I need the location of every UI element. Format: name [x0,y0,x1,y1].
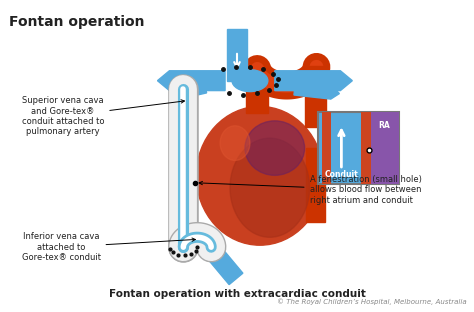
Ellipse shape [245,121,305,175]
FancyBboxPatch shape [318,112,399,184]
FancyArrow shape [204,243,243,285]
Text: Fontan operation: Fontan operation [9,15,145,29]
FancyArrow shape [157,71,225,90]
Ellipse shape [232,70,268,92]
FancyArrow shape [170,80,207,99]
FancyArrow shape [306,148,326,222]
FancyArrow shape [227,29,247,81]
Text: Conduit: Conduit [325,170,358,179]
FancyArrow shape [275,71,352,90]
Text: Fontan operation with extracardiac conduit: Fontan operation with extracardiac condu… [109,289,365,299]
Text: Inferior vena cava
attached to
Gore-tex® conduit: Inferior vena cava attached to Gore-tex®… [21,232,195,262]
FancyBboxPatch shape [369,112,399,184]
Ellipse shape [196,106,323,245]
Text: A fenestration (small hole)
allows blood flow between
right atrium and conduit: A fenestration (small hole) allows blood… [199,175,421,205]
FancyBboxPatch shape [361,112,371,184]
FancyArrow shape [294,82,339,99]
Text: RA: RA [378,121,390,130]
Text: © The Royal Children’s Hospital, Melbourne, Australia: © The Royal Children’s Hospital, Melbour… [277,298,466,305]
Ellipse shape [230,138,310,237]
Ellipse shape [220,126,250,160]
FancyArrow shape [305,66,327,127]
FancyArrow shape [246,66,268,113]
FancyBboxPatch shape [321,112,331,184]
Text: Superior vena cava
and Gore-tex®
conduit attached to
pulmonary artery: Superior vena cava and Gore-tex® conduit… [22,96,184,136]
